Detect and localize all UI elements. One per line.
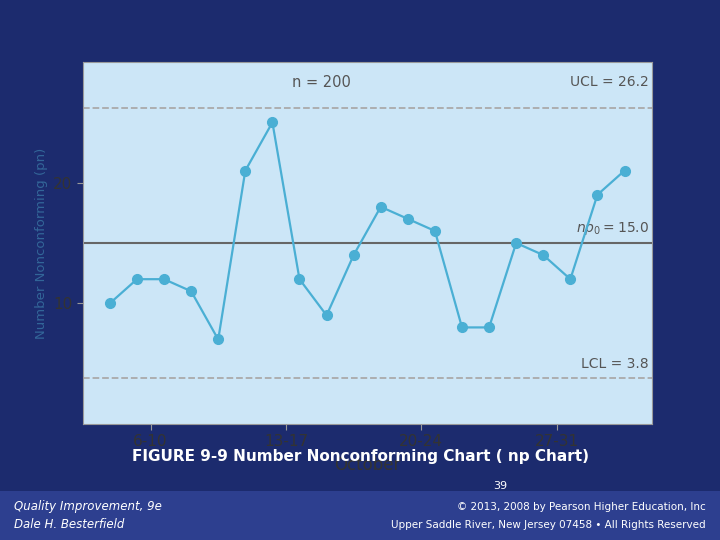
Text: UCL = 26.2: UCL = 26.2 xyxy=(570,75,649,89)
Text: LCL = 3.8: LCL = 3.8 xyxy=(581,356,649,370)
X-axis label: October: October xyxy=(334,456,400,474)
Text: © 2013, 2008 by Pearson Higher Education, Inc: © 2013, 2008 by Pearson Higher Education… xyxy=(457,502,706,511)
Text: Dale H. Besterfield: Dale H. Besterfield xyxy=(14,518,125,531)
Text: FIGURE 9-9 Number Nonconforming Chart ( np Chart): FIGURE 9-9 Number Nonconforming Chart ( … xyxy=(132,449,588,464)
Text: 39: 39 xyxy=(493,481,508,491)
Y-axis label: Number Nonconforming (pn): Number Nonconforming (pn) xyxy=(35,147,48,339)
Text: n = 200: n = 200 xyxy=(292,75,351,90)
Text: Quality Improvement, 9e: Quality Improvement, 9e xyxy=(14,500,162,513)
Text: $np_0 = 15.0$: $np_0 = 15.0$ xyxy=(576,220,649,237)
Text: Upper Saddle River, New Jersey 07458 • All Rights Reserved: Upper Saddle River, New Jersey 07458 • A… xyxy=(391,520,706,530)
